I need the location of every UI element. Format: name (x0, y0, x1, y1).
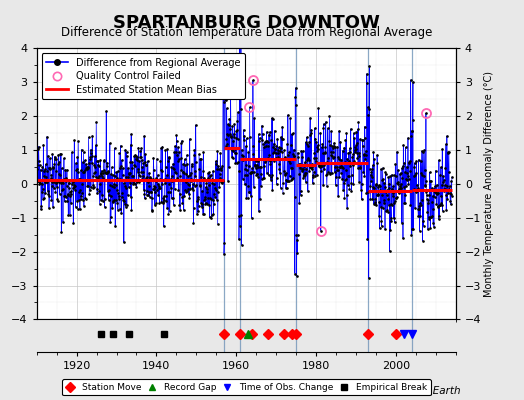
Legend: Difference from Regional Average, Quality Control Failed, Estimated Station Mean: Difference from Regional Average, Qualit… (41, 53, 245, 99)
Text: SPARTANBURG DOWNTOW: SPARTANBURG DOWNTOW (113, 14, 380, 32)
Text: Berkeley Earth: Berkeley Earth (385, 386, 461, 396)
Y-axis label: Monthly Temperature Anomaly Difference (°C): Monthly Temperature Anomaly Difference (… (484, 71, 494, 297)
Text: Difference of Station Temperature Data from Regional Average: Difference of Station Temperature Data f… (61, 26, 432, 39)
Legend: Station Move, Record Gap, Time of Obs. Change, Empirical Break: Station Move, Record Gap, Time of Obs. C… (62, 379, 431, 396)
